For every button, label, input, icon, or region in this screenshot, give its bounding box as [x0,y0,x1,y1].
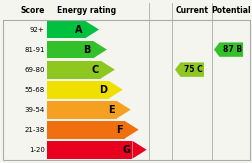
Text: F: F [115,125,122,135]
Polygon shape [132,141,146,159]
Polygon shape [108,81,122,99]
Polygon shape [174,62,203,77]
Text: 92+: 92+ [30,27,45,33]
Text: 39-54: 39-54 [24,107,45,113]
Polygon shape [213,42,242,57]
Bar [47,41,92,59]
Bar [47,61,100,79]
Text: 69-80: 69-80 [24,67,45,73]
Text: Current: Current [175,6,208,15]
Text: Score: Score [20,6,45,15]
Text: 21-38: 21-38 [24,127,45,133]
Text: B: B [83,45,90,55]
Text: 87 B: 87 B [222,45,241,54]
Text: Potential: Potential [211,6,250,15]
Bar [47,121,124,139]
Text: 1-20: 1-20 [29,147,45,153]
Polygon shape [92,41,107,59]
Bar [47,81,108,99]
Text: Energy rating: Energy rating [57,6,116,15]
Polygon shape [84,21,99,38]
Text: E: E [108,105,114,115]
Text: 55-68: 55-68 [24,87,45,93]
Bar [47,101,116,119]
Polygon shape [116,101,130,119]
Polygon shape [100,61,114,79]
Text: 81-91: 81-91 [24,47,45,53]
Bar [47,21,84,38]
Text: A: A [75,25,83,35]
Bar [47,141,132,159]
Text: C: C [91,65,98,75]
Text: 75 C: 75 C [183,65,202,74]
Text: G: G [122,145,130,155]
Text: D: D [98,85,106,95]
Polygon shape [124,121,138,139]
